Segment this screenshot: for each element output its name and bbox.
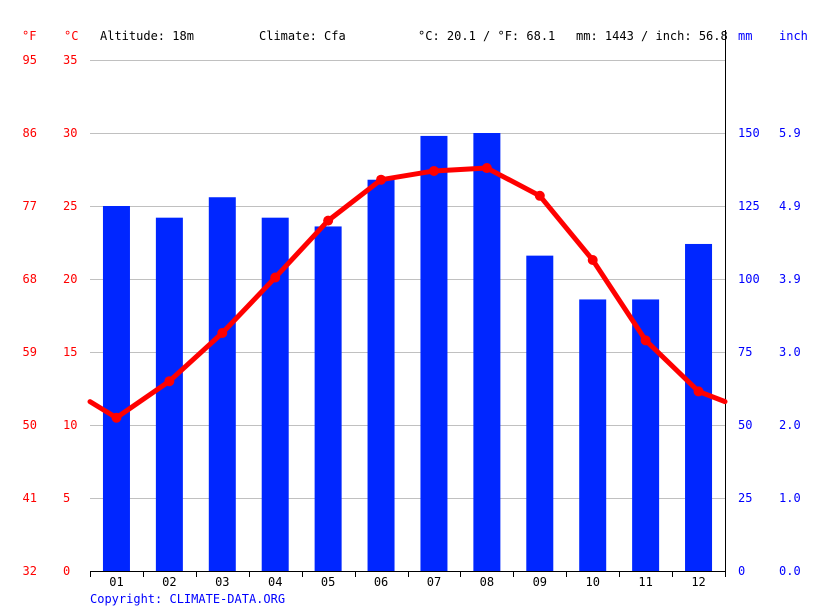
temperature-point (323, 215, 334, 226)
temperature-point (376, 174, 387, 185)
month-tick-label: 04 (268, 575, 282, 589)
temperature-point (481, 163, 492, 174)
inch-tick-label: 2.0 (779, 418, 801, 432)
inch-tick-label: 3.0 (779, 345, 801, 359)
celsius-tick-label: 15 (63, 345, 77, 359)
mm-tick-label: 125 (738, 199, 760, 213)
month-tick-label: 11 (638, 575, 652, 589)
precipitation-bar (367, 179, 395, 571)
annual-temperature-label: °C: 20.1 / °F: 68.1 (418, 29, 555, 43)
temperature-point (587, 255, 598, 266)
mm-tick-label: 0 (738, 564, 745, 578)
month-tick-label: 12 (691, 575, 705, 589)
fahrenheit-tick-label: 68 (23, 272, 37, 286)
inch-tick-label: 0.0 (779, 564, 801, 578)
celsius-tick-label: 20 (63, 272, 77, 286)
month-tick-label: 06 (374, 575, 388, 589)
temperature-point (164, 376, 175, 387)
precipitation-bar (685, 243, 713, 571)
fahrenheit-tick-label: 77 (23, 199, 37, 213)
fahrenheit-tick-label: 41 (23, 491, 37, 505)
month-tick-label: 08 (480, 575, 494, 589)
month-tick-label: 02 (162, 575, 176, 589)
celsius-tick-label: 0 (63, 564, 70, 578)
temperature-point (111, 412, 122, 423)
celsius-tick-label: 30 (63, 126, 77, 140)
precipitation-bar (102, 206, 130, 571)
mm-tick-label: 150 (738, 126, 760, 140)
unit-celsius-label: °C (64, 29, 78, 43)
inch-tick-label: 5.9 (779, 126, 801, 140)
unit-inch-label: inch (779, 29, 808, 43)
month-tick-label: 07 (427, 575, 441, 589)
temperature-line (87, 165, 728, 421)
fahrenheit-tick-label: 32 (23, 564, 37, 578)
month-tick-label: 09 (533, 575, 547, 589)
fahrenheit-tick-label: 59 (23, 345, 37, 359)
precipitation-bar (208, 197, 236, 572)
inch-tick-label: 4.9 (779, 199, 801, 213)
month-tick-label: 03 (215, 575, 229, 589)
copyright-footer: Copyright: CLIMATE-DATA.ORG (90, 592, 286, 606)
climate-label: Climate: Cfa (259, 29, 346, 43)
celsius-tick-label: 10 (63, 418, 77, 432)
temperature-point (534, 190, 545, 201)
temperature-point (217, 328, 228, 339)
unit-mm-label: mm (738, 29, 752, 43)
precipitation-bar (420, 135, 448, 572)
fahrenheit-tick-label: 50 (23, 418, 37, 432)
annual-precipitation-label: mm: 1443 / inch: 56.8 (576, 29, 728, 43)
inch-tick-label: 1.0 (779, 491, 801, 505)
mm-tick-label: 50 (738, 418, 752, 432)
fahrenheit-tick-label: 86 (23, 126, 37, 140)
temperature-point (270, 272, 281, 283)
unit-fahrenheit-label: °F (22, 29, 36, 43)
temperature-point (428, 165, 439, 176)
fahrenheit-tick-label: 95 (23, 53, 37, 67)
month-tick-label: 01 (109, 575, 123, 589)
precipitation-bar (473, 133, 501, 571)
celsius-tick-label: 25 (63, 199, 77, 213)
altitude-label: Altitude: 18m (100, 29, 194, 43)
precipitation-bar (526, 255, 554, 571)
month-tick-label: 10 (585, 575, 599, 589)
mm-tick-label: 25 (738, 491, 752, 505)
mm-tick-label: 100 (738, 272, 760, 286)
precipitation-bar (314, 226, 342, 571)
celsius-tick-label: 35 (63, 53, 77, 67)
temperature-point (640, 335, 651, 346)
inch-tick-label: 3.9 (779, 272, 801, 286)
mm-tick-label: 75 (738, 345, 752, 359)
temperature-point (693, 386, 704, 397)
month-tick-label: 05 (321, 575, 335, 589)
celsius-tick-label: 5 (63, 491, 70, 505)
precipitation-bar (155, 217, 183, 571)
precipitation-bar (579, 299, 607, 571)
